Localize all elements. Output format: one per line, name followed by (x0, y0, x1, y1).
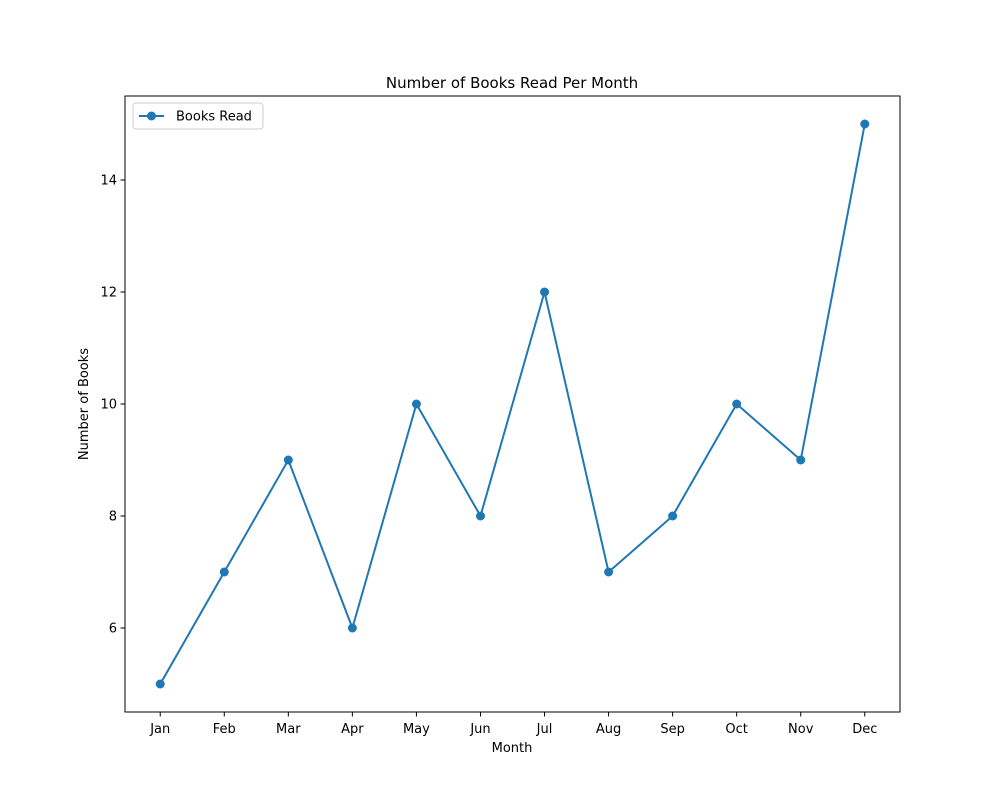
x-tick-label: Dec (852, 722, 877, 737)
y-tick-label: 8 (109, 510, 117, 525)
y-tick-label: 14 (100, 174, 117, 189)
legend: Books Read (132, 102, 264, 130)
y-tick-label: 6 (109, 622, 117, 637)
chart-title: Number of Books Read Per Month (386, 74, 638, 92)
x-tick-label: May (403, 722, 430, 737)
data-point (860, 119, 870, 129)
x-axis-label: Month (492, 741, 533, 756)
data-point (411, 399, 421, 409)
data-point (347, 623, 357, 633)
x-axis-ticks: Jan Feb Mar Apr May Jun Jul Aug Sep Oct Nov Dec (149, 712, 877, 737)
x-tick-label: Nov (788, 722, 814, 737)
y-axis-label: Number of Books (77, 348, 92, 460)
data-point (219, 567, 229, 577)
data-point (475, 511, 485, 521)
series-group (155, 119, 870, 689)
data-point (604, 567, 614, 577)
x-tick-label: Mar (276, 722, 301, 737)
x-tick-label: Feb (213, 722, 236, 737)
y-tick-label: 12 (100, 286, 117, 301)
data-point (283, 455, 293, 465)
x-tick-label: Jul (536, 722, 553, 737)
data-point (540, 287, 550, 297)
data-point (668, 511, 678, 521)
legend-box (132, 102, 264, 130)
legend-label: Books Read (176, 110, 252, 125)
x-tick-label: Jun (469, 722, 490, 737)
data-point (796, 455, 806, 465)
legend-marker-swatch (147, 111, 156, 121)
data-point (732, 399, 742, 409)
x-tick-label: Aug (596, 722, 621, 737)
y-axis-ticks: 6 8 10 12 14 (100, 174, 125, 637)
series-line (159, 123, 866, 685)
x-tick-label: Sep (660, 722, 685, 737)
y-tick-label: 10 (100, 398, 117, 413)
x-tick-label: Jan (149, 722, 170, 737)
data-point (155, 679, 165, 689)
x-tick-label: Oct (725, 722, 747, 737)
x-tick-label: Apr (341, 722, 364, 737)
